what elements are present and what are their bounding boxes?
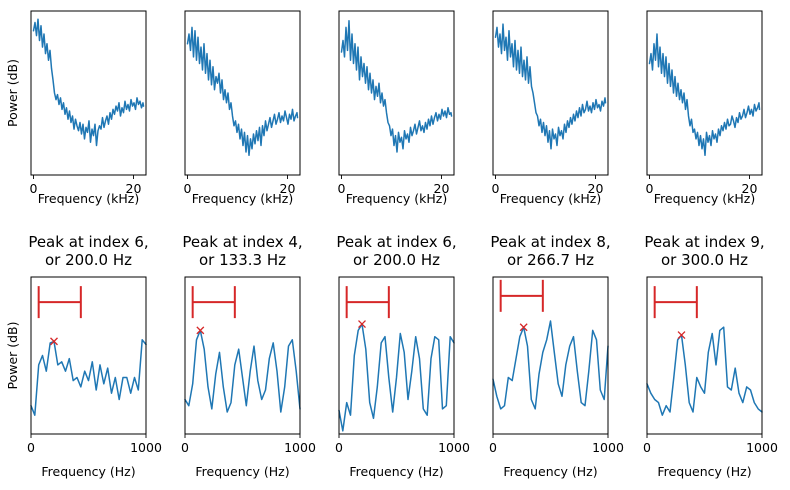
x-tick-label: 0 [492,181,500,196]
bottom-panel-5: 0 1000 Frequency (Hz) Peak at index 9,or 30… [643,233,778,479]
peak-marker-b [50,337,58,346]
x-axis-label: Frequency (kHz) [38,191,140,206]
axes-frame [492,276,609,435]
panel-title-line-2: or 200.0 Hz [353,251,440,269]
x-axis-label: Frequency (Hz) [503,464,597,479]
bottom-panel-3: 0 1000 Frequency (Hz) Peak at index 6,or 20… [335,233,470,479]
y-axis-label: Power (dB) [5,321,20,389]
axes-frame [646,10,763,176]
x-axis-label: Frequency (Hz) [349,464,443,479]
panel-title-line-1: Peak at index 9, [644,233,764,251]
panel-title-line-1: Peak at index 6, [28,233,148,251]
x-tick-label: 0 [646,181,654,196]
axes-frame [338,276,455,435]
axes-frame [30,276,147,435]
series-line [494,23,607,150]
x-tick-label: 20 [588,181,604,196]
x-tick-label: 20 [742,181,758,196]
x-axis-label: Frequency (kHz) [654,191,756,206]
series-line [340,20,453,153]
x-tick-label: 20 [434,181,450,196]
x-axis-label: Frequency (Hz) [195,464,289,479]
bottom-panel-2: 0 1000 Frequency (Hz) Peak at index 4,or 13… [181,233,316,479]
x-axis-label: Frequency (kHz) [500,191,602,206]
bottom-panel-4: 0 1000 Frequency (Hz) Peak at index 8,or 26… [489,233,624,479]
x-tick-label: 0 [27,440,35,455]
panel-title-line-2: or 133.3 Hz [199,251,286,269]
axes-frame [492,10,609,176]
x-tick-label: 0 [30,181,38,196]
x-tick-label: 0 [184,181,192,196]
x-axis-label: Frequency (kHz) [346,191,448,206]
series-line [32,18,145,147]
x-tick-label: 1000 [284,440,316,455]
axes-frame [184,276,301,435]
x-tick-label: 1000 [592,440,624,455]
x-tick-label: 1000 [130,440,162,455]
series-line [186,26,299,157]
x-tick-label: 0 [338,181,346,196]
x-tick-label: 20 [280,181,296,196]
x-tick-label: 0 [489,440,497,455]
x-tick-label: 20 [126,181,142,196]
x-tick-label: 0 [181,440,189,455]
x-tick-label: 1000 [746,440,778,455]
series-line [338,323,455,432]
series-line [184,329,301,413]
series-line [646,326,763,416]
x-axis-label: Frequency (kHz) [192,191,294,206]
axes-frame [184,10,301,176]
series-line [492,320,609,410]
peak-marker-b [358,320,366,329]
peak-marker-b [519,323,528,332]
panel-title-line-2: or 266.7 Hz [507,251,594,269]
series-line [648,33,761,157]
x-axis-label: Frequency (Hz) [41,464,135,479]
panel-title-line-2: or 200.0 Hz [45,251,132,269]
x-tick-label: 0 [335,440,343,455]
panel-title-line-1: Peak at index 6, [336,233,456,251]
panel-title-line-2: or 300.0 Hz [661,251,748,269]
x-axis-label: Frequency (Hz) [657,464,751,479]
panel-title-line-1: Peak at index 8, [490,233,610,251]
x-tick-label: 0 [643,440,651,455]
peak-marker-b [196,326,205,335]
axes-frame [30,10,147,176]
series-line [30,339,147,416]
x-tick-label: 1000 [438,440,470,455]
y-axis-label: Power (dB) [5,59,20,127]
peak-marker-b [677,331,686,340]
axes-frame [646,276,763,435]
axes-frame [338,10,455,176]
panel-title-line-1: Peak at index 4, [182,233,302,251]
bottom-panel-1: 0 1000 Frequency (Hz) Power (dB) Peak at ind… [5,233,162,479]
